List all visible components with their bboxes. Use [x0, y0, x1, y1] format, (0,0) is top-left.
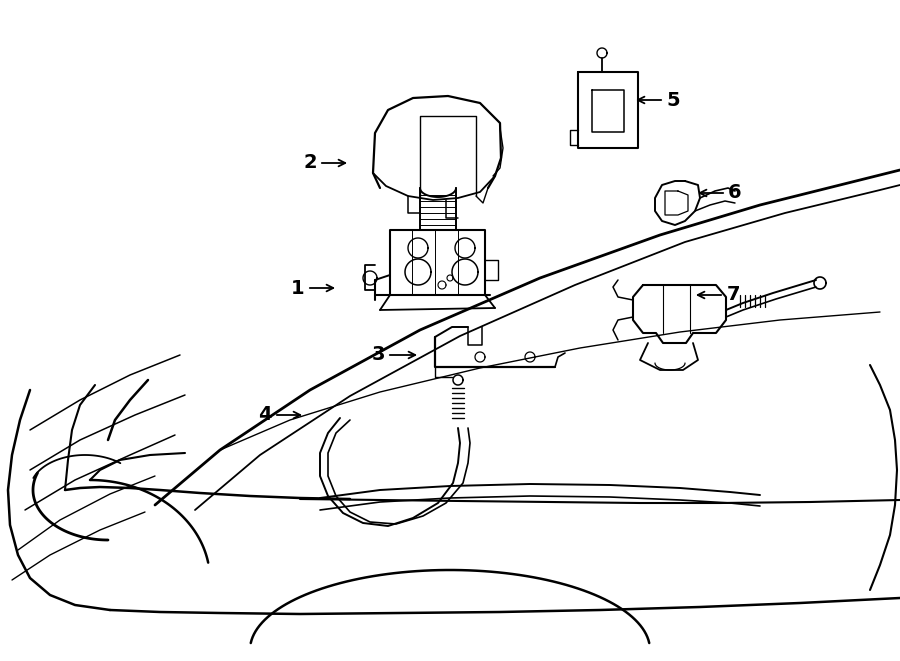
Text: 7: 7	[726, 286, 740, 305]
Text: 3: 3	[371, 346, 385, 364]
Text: 6: 6	[728, 184, 742, 202]
Text: 5: 5	[666, 91, 680, 110]
Text: 2: 2	[303, 153, 317, 173]
Text: 1: 1	[292, 278, 305, 297]
Text: 4: 4	[258, 405, 272, 424]
